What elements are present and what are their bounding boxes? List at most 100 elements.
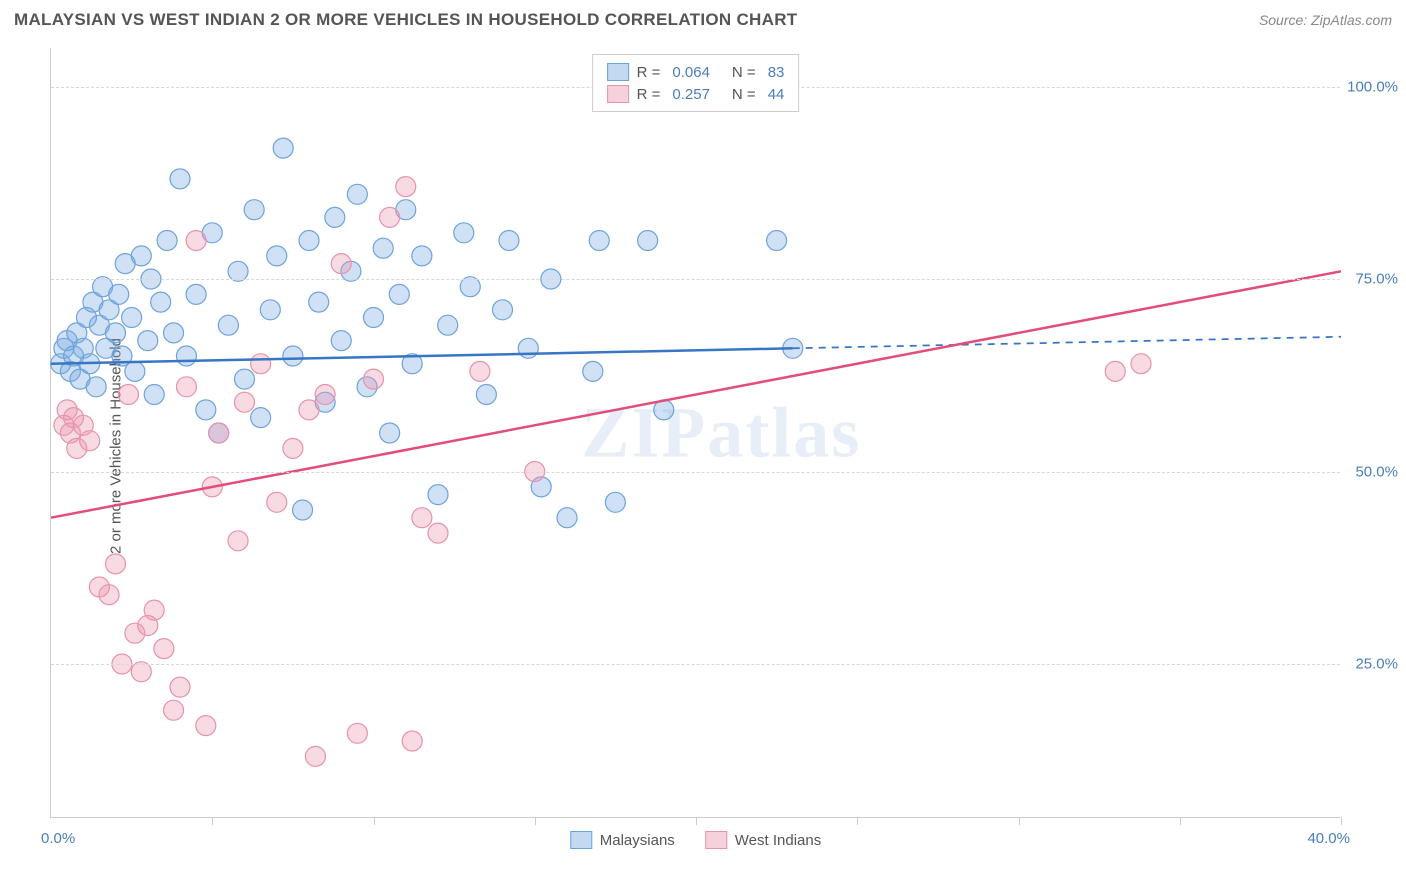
data-point: [364, 308, 384, 328]
gridline: [51, 279, 1340, 280]
legend-n-value: 44: [768, 86, 785, 103]
data-point: [1131, 354, 1151, 374]
y-tick-label: 25.0%: [1355, 656, 1398, 673]
legend-r-label: R =: [637, 86, 661, 103]
legend-r-value: 0.257: [672, 86, 710, 103]
data-point: [380, 207, 400, 227]
x-tick-mark: [857, 817, 858, 825]
data-point: [767, 231, 787, 251]
legend-series-item: West Indians: [705, 831, 821, 849]
data-point: [299, 231, 319, 251]
data-point: [157, 231, 177, 251]
data-point: [396, 177, 416, 197]
data-point: [235, 392, 255, 412]
data-point: [499, 231, 519, 251]
data-point: [373, 238, 393, 258]
legend-n-label: N =: [732, 64, 756, 81]
legend-series-label: West Indians: [735, 832, 821, 849]
y-tick-label: 50.0%: [1355, 463, 1398, 480]
data-point: [283, 346, 303, 366]
data-point: [186, 231, 206, 251]
legend-stats: R = 0.064 N = 83 R = 0.257 N = 44: [592, 54, 800, 112]
gridline: [51, 664, 1340, 665]
x-tick-mark: [1180, 817, 1181, 825]
data-point: [144, 385, 164, 405]
data-point: [470, 361, 490, 381]
legend-swatch: [570, 831, 592, 849]
legend-n-label: N =: [732, 86, 756, 103]
x-tick-mark: [535, 817, 536, 825]
legend-n-value: 83: [768, 64, 785, 81]
chart-area: ZIPatlas R =0.064N =83R =0.257N =44 0.0%…: [50, 48, 1340, 818]
data-point: [109, 284, 129, 304]
data-point: [138, 331, 158, 351]
legend-series-item: Malaysians: [570, 831, 675, 849]
data-point: [164, 323, 184, 343]
data-point: [412, 246, 432, 266]
data-point: [125, 361, 145, 381]
data-point: [589, 231, 609, 251]
legend-series: Malaysians West Indians: [570, 831, 821, 849]
data-point: [273, 138, 293, 158]
data-point: [80, 431, 100, 451]
legend-r-label: R =: [637, 64, 661, 81]
data-point: [331, 254, 351, 274]
data-point: [325, 207, 345, 227]
data-point: [412, 508, 432, 528]
data-point: [402, 731, 422, 751]
data-point: [251, 408, 271, 428]
data-point: [170, 677, 190, 697]
data-point: [164, 700, 184, 720]
legend-series-label: Malaysians: [600, 832, 675, 849]
data-point: [476, 385, 496, 405]
data-point: [209, 423, 229, 443]
data-point: [1105, 361, 1125, 381]
data-point: [583, 361, 603, 381]
data-point: [438, 315, 458, 335]
data-point: [518, 338, 538, 358]
legend-swatch: [705, 831, 727, 849]
x-tick-mark: [374, 817, 375, 825]
data-point: [251, 354, 271, 374]
data-point: [454, 223, 474, 243]
legend-swatch: [607, 85, 629, 103]
data-point: [235, 369, 255, 389]
chart-title: MALAYSIAN VS WEST INDIAN 2 OR MORE VEHIC…: [14, 10, 797, 30]
data-point: [122, 308, 142, 328]
data-point: [228, 531, 248, 551]
data-point: [144, 600, 164, 620]
data-point: [305, 746, 325, 766]
data-point: [131, 246, 151, 266]
data-point: [267, 492, 287, 512]
legend-r-value: 0.064: [672, 64, 710, 81]
data-point: [605, 492, 625, 512]
data-point: [389, 284, 409, 304]
data-point: [315, 385, 335, 405]
chart-source: Source: ZipAtlas.com: [1259, 12, 1392, 28]
data-point: [196, 400, 216, 420]
trend-line-extension: [793, 337, 1341, 349]
data-point: [151, 292, 171, 312]
data-point: [267, 246, 287, 266]
data-point: [283, 438, 303, 458]
data-point: [196, 716, 216, 736]
data-point: [299, 400, 319, 420]
data-point: [364, 369, 384, 389]
y-tick-label: 75.0%: [1355, 271, 1398, 288]
x-axis-min-label: 0.0%: [41, 830, 75, 847]
legend-swatch: [607, 63, 629, 81]
data-point: [428, 485, 448, 505]
data-point: [347, 723, 367, 743]
data-point: [99, 585, 119, 605]
data-point: [186, 284, 206, 304]
data-point: [260, 300, 280, 320]
scatter-plot: [51, 48, 1340, 817]
legend-stats-row: R = 0.257 N = 44: [607, 83, 785, 105]
legend-stats-row: R = 0.064 N = 83: [607, 61, 785, 83]
data-point: [170, 169, 190, 189]
data-point: [557, 508, 577, 528]
x-tick-mark: [696, 817, 697, 825]
x-tick-mark: [1341, 817, 1342, 825]
data-point: [638, 231, 658, 251]
data-point: [331, 331, 351, 351]
